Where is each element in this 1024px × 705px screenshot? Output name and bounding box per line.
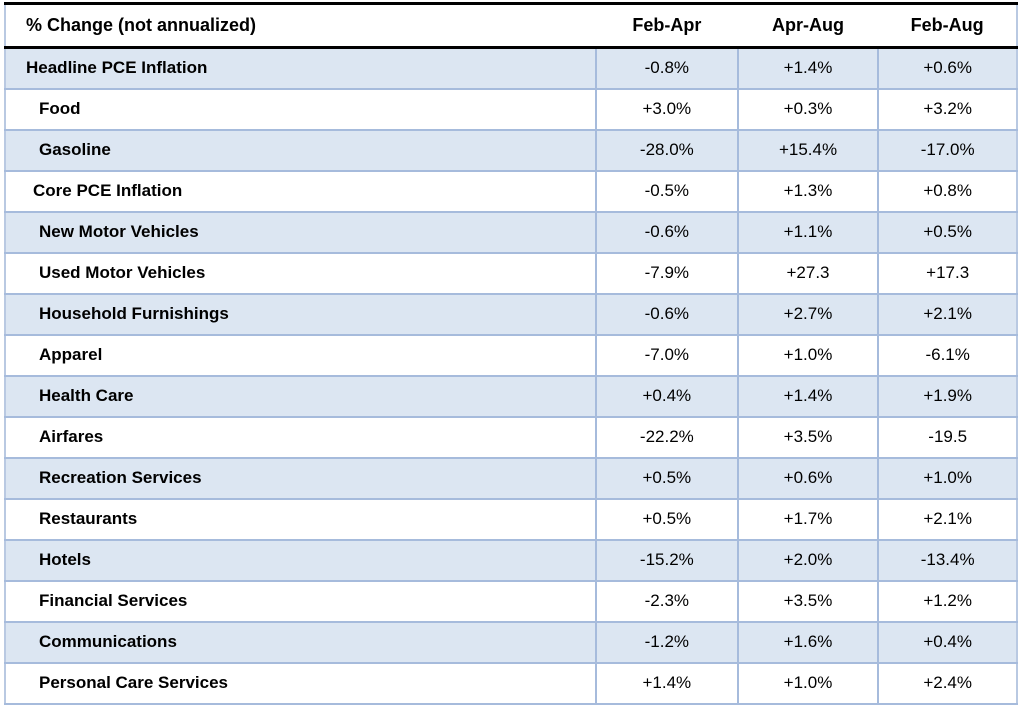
header-row: % Change (not annualized) Feb-Apr Apr-Au…: [5, 3, 1017, 49]
row-label: Food: [5, 87, 598, 131]
table-row: Core PCE Inflation -0.5% +1.3% +0.8%: [5, 169, 1017, 213]
column-header-feb-aug: Feb-Aug: [878, 3, 1017, 49]
table-row: Recreation Services +0.5% +0.6% +1.0%: [5, 456, 1017, 500]
row-label: Airfares: [5, 415, 598, 459]
value-cell: +1.0%: [877, 456, 1017, 500]
value-cell: +27.3: [736, 251, 880, 295]
value-cell: +2.1%: [877, 497, 1017, 541]
table-row: Health Care +0.4% +1.4% +1.9%: [5, 374, 1017, 418]
value-cell: +2.0%: [736, 538, 880, 582]
value-cell: +15.4%: [736, 128, 880, 172]
value-cell: -17.0%: [877, 128, 1017, 172]
value-cell: +0.5%: [595, 456, 739, 500]
value-cell: +1.0%: [736, 333, 880, 377]
table-row: Headline PCE Inflation -0.8% +1.4% +0.6%: [5, 46, 1017, 90]
value-cell: +0.4%: [595, 374, 739, 418]
value-cell: -0.5%: [595, 169, 739, 213]
value-cell: -6.1%: [877, 333, 1017, 377]
value-cell: +0.6%: [877, 46, 1017, 90]
table-row: Financial Services -2.3% +3.5% +1.2%: [5, 579, 1017, 623]
value-cell: +1.7%: [736, 497, 880, 541]
value-cell: -1.2%: [595, 620, 739, 664]
table-row: New Motor Vehicles -0.6% +1.1% +0.5%: [5, 210, 1017, 254]
value-cell: +1.2%: [877, 579, 1017, 623]
value-cell: -0.6%: [595, 292, 739, 336]
value-cell: +0.8%: [877, 169, 1017, 213]
table-row: Hotels -15.2% +2.0% -13.4%: [5, 538, 1017, 582]
row-label: Personal Care Services: [5, 661, 598, 705]
value-cell: +1.3%: [736, 169, 880, 213]
value-cell: +3.2%: [877, 87, 1017, 131]
value-cell: -15.2%: [595, 538, 739, 582]
value-cell: +1.0%: [736, 661, 880, 705]
table-row: Apparel -7.0% +1.0% -6.1%: [5, 333, 1017, 377]
value-cell: +0.5%: [595, 497, 739, 541]
value-cell: +3.0%: [595, 87, 739, 131]
table-row: Gasoline -28.0% +15.4% -17.0%: [5, 128, 1017, 172]
value-cell: -0.8%: [595, 46, 739, 90]
row-label: Gasoline: [5, 128, 598, 172]
value-cell: +2.4%: [877, 661, 1017, 705]
row-label: Used Motor Vehicles: [5, 251, 598, 295]
row-label: New Motor Vehicles: [5, 210, 598, 254]
value-cell: -28.0%: [595, 128, 739, 172]
value-cell: +2.7%: [736, 292, 880, 336]
table-row: Airfares -22.2% +3.5% -19.5: [5, 415, 1017, 459]
value-cell: +1.4%: [736, 46, 880, 90]
value-cell: +1.1%: [736, 210, 880, 254]
table-row: Personal Care Services +1.4% +1.0% +2.4%: [5, 661, 1017, 705]
value-cell: +17.3: [877, 251, 1017, 295]
table-title: % Change (not annualized): [5, 3, 597, 49]
value-cell: +2.1%: [877, 292, 1017, 336]
table-row: Household Furnishings -0.6% +2.7% +2.1%: [5, 292, 1017, 336]
table-row: Communications -1.2% +1.6% +0.4%: [5, 620, 1017, 664]
row-label: Core PCE Inflation: [5, 169, 598, 213]
value-cell: +0.4%: [877, 620, 1017, 664]
value-cell: +3.5%: [736, 579, 880, 623]
table-row: Restaurants +0.5% +1.7% +2.1%: [5, 497, 1017, 541]
value-cell: +1.4%: [595, 661, 739, 705]
pce-inflation-table: % Change (not annualized) Feb-Apr Apr-Au…: [4, 2, 1018, 705]
value-cell: -19.5: [877, 415, 1017, 459]
value-cell: +0.5%: [877, 210, 1017, 254]
value-cell: -13.4%: [877, 538, 1017, 582]
row-label: Hotels: [5, 538, 598, 582]
value-cell: +3.5%: [736, 415, 880, 459]
value-cell: -22.2%: [595, 415, 739, 459]
value-cell: -0.6%: [595, 210, 739, 254]
row-label: Headline PCE Inflation: [5, 46, 598, 90]
value-cell: -2.3%: [595, 579, 739, 623]
table-row: Used Motor Vehicles -7.9% +27.3 +17.3: [5, 251, 1017, 295]
row-label: Restaurants: [5, 497, 598, 541]
row-label: Apparel: [5, 333, 598, 377]
value-cell: +0.3%: [736, 87, 880, 131]
value-cell: +1.9%: [877, 374, 1017, 418]
value-cell: +0.6%: [736, 456, 880, 500]
row-label: Communications: [5, 620, 598, 664]
value-cell: -7.0%: [595, 333, 739, 377]
column-header-feb-apr: Feb-Apr: [596, 3, 738, 49]
value-cell: +1.6%: [736, 620, 880, 664]
value-cell: -7.9%: [595, 251, 739, 295]
table-body: Headline PCE Inflation -0.8% +1.4% +0.6%…: [5, 46, 1017, 705]
row-label: Household Furnishings: [5, 292, 598, 336]
column-header-apr-aug: Apr-Aug: [737, 3, 879, 49]
table-row: Food +3.0% +0.3% +3.2%: [5, 87, 1017, 131]
table-header: % Change (not annualized) Feb-Apr Apr-Au…: [5, 3, 1017, 49]
row-label: Health Care: [5, 374, 598, 418]
row-label: Recreation Services: [5, 456, 598, 500]
value-cell: +1.4%: [736, 374, 880, 418]
row-label: Financial Services: [5, 579, 598, 623]
